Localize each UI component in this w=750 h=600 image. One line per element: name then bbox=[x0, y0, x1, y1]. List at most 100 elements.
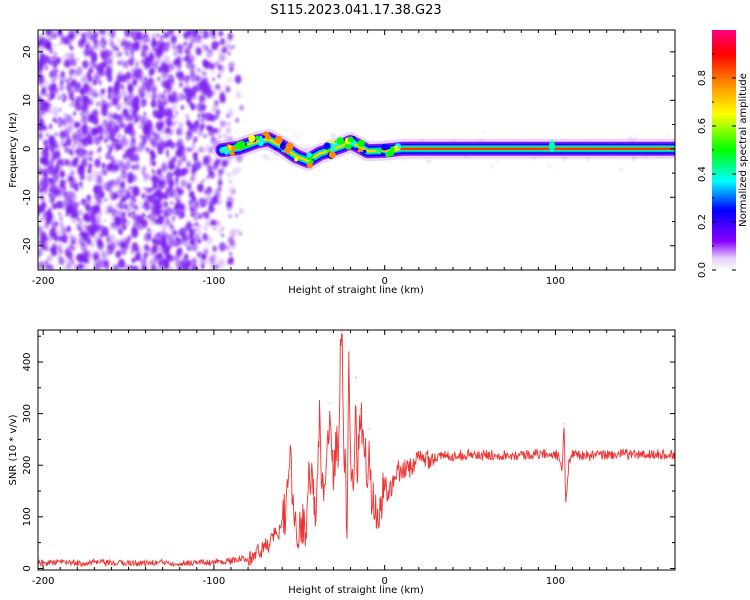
noise-blob bbox=[191, 143, 195, 147]
noise-blob bbox=[123, 134, 126, 139]
noise-blob bbox=[52, 33, 56, 38]
noise-blob bbox=[301, 146, 305, 150]
noise-blob bbox=[166, 154, 169, 158]
snr-point bbox=[348, 351, 350, 353]
noise-blob bbox=[38, 261, 42, 268]
noise-blob bbox=[43, 261, 50, 270]
x-tick-label: 100 bbox=[546, 576, 565, 587]
noise-blob bbox=[66, 225, 72, 233]
snr-point bbox=[320, 474, 323, 477]
noise-blob bbox=[226, 260, 231, 265]
noise-blob bbox=[52, 117, 57, 123]
snr-point bbox=[571, 453, 574, 455]
noise-blob bbox=[40, 243, 46, 250]
snr-point bbox=[308, 464, 311, 466]
noise-blob bbox=[103, 58, 110, 67]
noise-blob bbox=[50, 148, 54, 152]
noise-blob bbox=[217, 185, 222, 191]
noise-blob bbox=[87, 133, 90, 137]
noise-blob bbox=[59, 84, 64, 92]
noise-blob bbox=[207, 217, 214, 227]
noise-blob bbox=[238, 231, 242, 236]
snr-point bbox=[341, 330, 343, 332]
noise-blob bbox=[205, 250, 208, 254]
noise-blob bbox=[275, 152, 278, 155]
noise-blob bbox=[619, 168, 623, 172]
noise-blob bbox=[151, 175, 158, 184]
noise-blob bbox=[132, 80, 137, 86]
noise-blob bbox=[87, 206, 93, 214]
noise-blob bbox=[151, 245, 158, 254]
noise-blob bbox=[76, 66, 83, 75]
noise-blob bbox=[45, 153, 49, 158]
noise-blob bbox=[211, 91, 216, 96]
noise-blob bbox=[151, 39, 157, 47]
noise-blob bbox=[210, 148, 213, 152]
noise-blob bbox=[38, 188, 43, 196]
noise-blob bbox=[132, 137, 135, 142]
noise-blob bbox=[122, 44, 129, 53]
noise-blob bbox=[185, 130, 193, 141]
noise-blob bbox=[61, 76, 67, 84]
noise-blob bbox=[232, 189, 236, 195]
noise-blob bbox=[131, 210, 135, 216]
noise-blob bbox=[131, 196, 135, 201]
signal-blob bbox=[273, 146, 278, 151]
snr-point bbox=[406, 467, 408, 469]
noise-blob bbox=[121, 195, 126, 202]
noise-blob bbox=[109, 146, 113, 151]
snr-point bbox=[370, 490, 372, 492]
noise-blob bbox=[159, 247, 162, 251]
noise-blob bbox=[175, 111, 179, 116]
snr-point bbox=[563, 423, 565, 425]
noise-blob bbox=[167, 121, 172, 127]
noise-blob bbox=[175, 120, 179, 125]
signal-blob bbox=[294, 157, 299, 162]
noise-blob bbox=[152, 47, 156, 52]
noise-blob bbox=[235, 117, 240, 123]
snr-point bbox=[387, 495, 389, 497]
noise-blob bbox=[40, 46, 44, 52]
noise-blob bbox=[61, 188, 64, 192]
noise-blob bbox=[58, 215, 64, 222]
noise-blob bbox=[120, 139, 126, 146]
noise-blob bbox=[139, 75, 144, 83]
snr-point bbox=[368, 428, 370, 430]
snr-point bbox=[339, 361, 341, 363]
noise-blob bbox=[117, 228, 123, 235]
noise-blob bbox=[79, 88, 84, 95]
noise-blob bbox=[205, 143, 210, 150]
noise-blob bbox=[103, 49, 111, 59]
noise-blob bbox=[198, 198, 202, 203]
noise-blob bbox=[197, 159, 200, 162]
noise-blob bbox=[143, 111, 147, 116]
snr-point bbox=[443, 455, 446, 457]
noise-blob bbox=[217, 168, 223, 176]
noise-blob bbox=[151, 139, 159, 149]
noise-blob bbox=[211, 134, 217, 142]
noise-blob bbox=[112, 159, 116, 164]
noise-blob bbox=[175, 182, 179, 187]
noise-blob bbox=[141, 135, 149, 145]
noise-blob bbox=[547, 164, 551, 168]
noise-blob bbox=[97, 179, 101, 183]
noise-blob bbox=[178, 82, 183, 88]
snr-point bbox=[397, 469, 399, 471]
noise-blob bbox=[66, 82, 73, 92]
snr-point bbox=[401, 474, 403, 477]
noise-blob bbox=[206, 175, 210, 180]
noise-blob bbox=[38, 92, 42, 98]
colorbar-gradient bbox=[712, 30, 736, 270]
colorbar-tick-label: 0.8 bbox=[697, 70, 708, 86]
noise-blob bbox=[101, 162, 106, 169]
noise-blob bbox=[203, 225, 208, 232]
noise-blob bbox=[239, 208, 244, 214]
noise-blob bbox=[158, 106, 164, 114]
noise-blob bbox=[211, 84, 218, 93]
noise-blob bbox=[191, 124, 199, 134]
noise-blob bbox=[164, 249, 171, 258]
snr-point bbox=[312, 490, 314, 492]
noise-blob bbox=[145, 37, 151, 44]
noise-blob bbox=[226, 157, 232, 165]
